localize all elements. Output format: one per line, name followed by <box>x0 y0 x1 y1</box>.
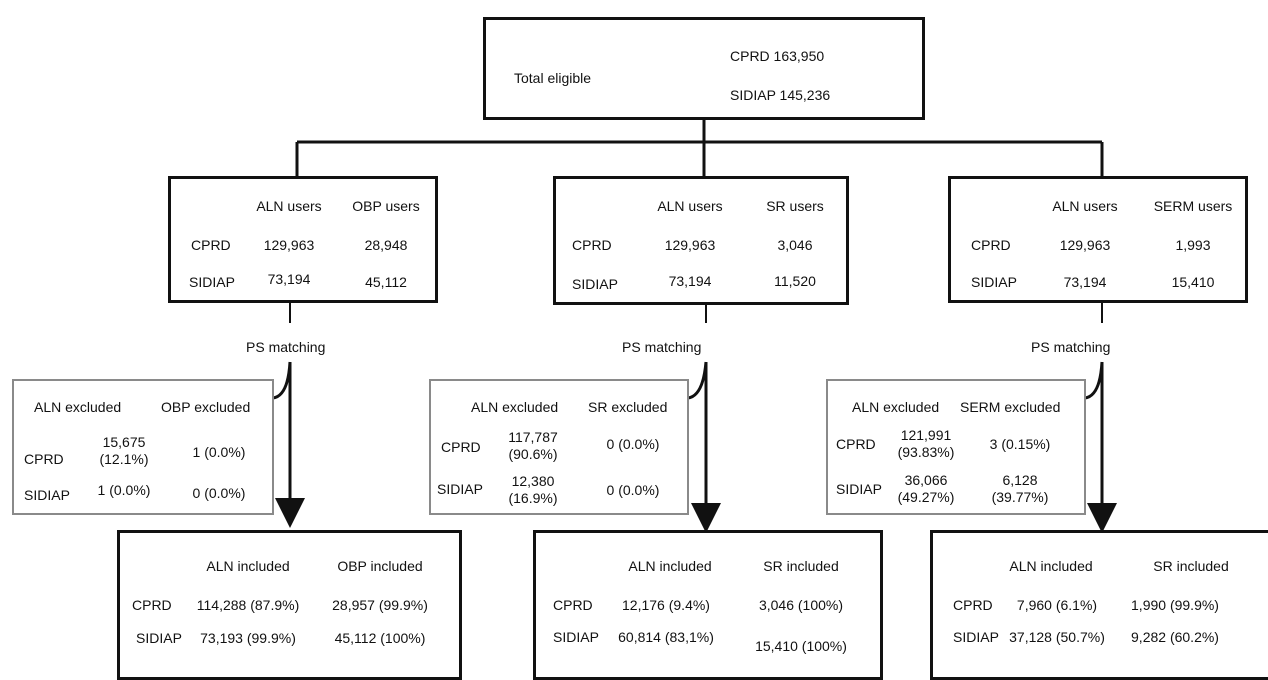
row2-label: SIDIAP <box>953 629 999 645</box>
cohort-box-serm: ALN users SERM users CPRD 129,963 1,993 … <box>948 176 1248 303</box>
row2-col2-value: 6,128 <box>1002 472 1038 488</box>
row1-col2: 3,046 <box>777 237 813 253</box>
included-box-sr: ALN included SR included CPRD 12,176 (9.… <box>533 530 883 680</box>
col1-header: ALN excluded <box>852 399 940 415</box>
row1-label: CPRD <box>971 237 1011 253</box>
row1-col1: 129,963 <box>263 237 315 253</box>
row1-col1-value: 15,675 <box>102 434 146 450</box>
row1-label: CPRD <box>441 439 481 455</box>
ps-matching-label: PS matching <box>622 339 702 355</box>
row2-col1-percent: (49.27%) <box>897 489 955 505</box>
cohort-box-obp: ALN users OBP users CPRD 129,963 28,948 … <box>168 176 438 303</box>
row2-col1: 73,193 (99.9%) <box>200 630 296 646</box>
excluded-box-serm: ALN excluded SERM excluded CPRD 121,991 … <box>826 379 1086 515</box>
row1-col1-percent: (90.6%) <box>508 446 558 462</box>
row1-col2: 1,990 (99.9%) <box>1131 597 1219 613</box>
row2-col1-percent: (16.9%) <box>508 490 558 506</box>
col2-header: OBP included <box>337 558 423 574</box>
row2-label: SIDIAP <box>24 487 70 503</box>
included-box-serm: ALN included SR included CPRD 7,960 (6.1… <box>930 530 1268 680</box>
excluded-box-obp: ALN excluded OBP excluded CPRD 15,675 (1… <box>12 379 274 515</box>
row2-col1: 73,194 <box>267 271 311 287</box>
col2-header: SR users <box>766 198 824 214</box>
row2-col2: 15,410 <box>1171 274 1215 290</box>
row2-col1: 73,194 <box>1063 274 1107 290</box>
total-label: Total eligible <box>514 70 592 86</box>
row2-col2-percent: (39.77%) <box>991 489 1049 505</box>
row1-label: CPRD <box>191 237 231 253</box>
row2-label: SIDIAP <box>136 630 182 646</box>
row2-col2-value: 0 (0.0%) <box>192 485 246 501</box>
col2-header: SR included <box>763 558 839 574</box>
arrows <box>275 362 1117 533</box>
ps-matching-label: PS matching <box>1031 339 1111 355</box>
row2-label: SIDIAP <box>189 274 235 290</box>
row2-col2: 45,112 <box>365 274 407 290</box>
row1-col1-value: 121,991 <box>900 427 952 443</box>
col2-header: SR included <box>1153 558 1229 574</box>
col1-header: ALN excluded <box>471 399 559 415</box>
row2-col2: 15,410 (100%) <box>755 638 847 654</box>
row2-label: SIDIAP <box>836 481 882 497</box>
col2-header: SERM excluded <box>960 399 1061 415</box>
row2-col1-value: 36,066 <box>904 472 948 488</box>
row1-label: CPRD <box>24 451 64 467</box>
row2-col1-value: 1 (0.0%) <box>97 482 151 498</box>
row1-col1: 129,963 <box>664 237 716 253</box>
row1-col2: 28,948 <box>364 237 408 253</box>
row2-col1-value: 12,380 <box>511 473 555 489</box>
row1-label: CPRD <box>953 597 993 613</box>
col2-header: SERM users <box>1153 198 1233 214</box>
row1-col1: 114,288 (87.9%) <box>196 597 300 613</box>
total-eligible-box: Total eligible CPRD 163,950 SIDIAP 145,2… <box>483 17 925 120</box>
row1-col1-percent: (12.1%) <box>99 451 149 467</box>
row1-label: CPRD <box>553 597 593 613</box>
row1-col2: 0 (0.0%) <box>606 436 660 452</box>
row1-col1-value: 117,787 <box>508 429 558 445</box>
row2-col2: 45,112 (100%) <box>334 630 426 646</box>
excluded-box-sr: ALN excluded SR excluded CPRD 117,787 (9… <box>429 379 689 515</box>
row2-label: SIDIAP <box>572 276 618 292</box>
row1-label: CPRD <box>132 597 172 613</box>
row2-col2: 9,282 (60.2%) <box>1131 629 1219 645</box>
row2-col2: 11,520 <box>774 273 816 289</box>
row1-col2: 1,993 <box>1175 237 1211 253</box>
col2-header: OBP users <box>352 198 420 214</box>
row1-col2: 28,957 (99.9%) <box>332 597 428 613</box>
total-sidiap: SIDIAP 145,236 <box>730 87 831 103</box>
row1-col1: 12,176 (9.4%) <box>622 597 710 613</box>
row1-col2: 1 (0.0%) <box>192 444 246 460</box>
row1-label: CPRD <box>572 237 612 253</box>
row2-col1: 73,194 <box>668 273 712 289</box>
col1-header: ALN users <box>657 198 723 214</box>
col1-header: ALN included <box>628 558 712 574</box>
row1-col2: 3,046 (100%) <box>758 597 844 613</box>
ps-matching-label: PS matching <box>246 339 326 355</box>
col2-header: OBP excluded <box>161 399 251 415</box>
included-box-obp: ALN included OBP included CPRD 114,288 (… <box>117 530 462 680</box>
row1-col2: 3 (0.15%) <box>989 436 1051 452</box>
col1-header: ALN included <box>1009 558 1093 574</box>
row2-label: SIDIAP <box>971 274 1017 290</box>
row1-col1: 129,963 <box>1059 237 1111 253</box>
row1-label: CPRD <box>836 436 876 452</box>
row2-col1: 60,814 (83,1%) <box>618 629 714 645</box>
total-cprd: CPRD 163,950 <box>730 48 825 64</box>
row1-col1-percent: (93.83%) <box>897 444 955 460</box>
cohort-box-sr: ALN users SR users CPRD 129,963 3,046 SI… <box>553 176 849 305</box>
col1-header: ALN included <box>206 558 290 574</box>
row2-label: SIDIAP <box>437 481 483 497</box>
row1-col1: 7,960 (6.1%) <box>1016 597 1098 613</box>
row2-label: SIDIAP <box>553 629 599 645</box>
row2-col1: 37,128 (50.7%) <box>1009 629 1105 645</box>
ps-connectors <box>289 303 1103 323</box>
row2-col2-value: 0 (0.0%) <box>606 482 660 498</box>
tree-connector <box>295 120 1104 176</box>
col1-header: ALN users <box>1052 198 1118 214</box>
col1-header: ALN excluded <box>34 399 122 415</box>
col2-header: SR excluded <box>588 399 668 415</box>
col1-header: ALN users <box>256 198 322 214</box>
